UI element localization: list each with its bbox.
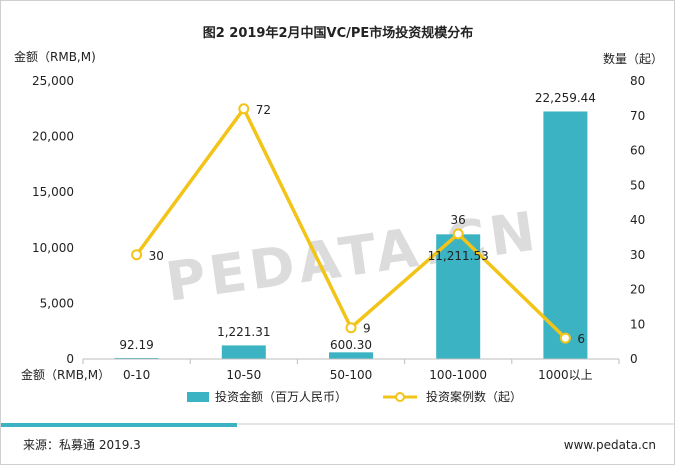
y-left-tick-label: 25,000 [32, 74, 74, 88]
bar [114, 357, 159, 359]
legend-line-label: 投资案例数（起） [426, 389, 522, 404]
line-data-label: 36 [451, 213, 466, 227]
y-left-axis-label: 金额（RMB,M) [14, 49, 96, 64]
y-right-tick-label: 10 [630, 317, 645, 331]
y-right-axis-label: 数量（起） [603, 51, 663, 66]
bar-series [114, 111, 588, 359]
y-right-tick-label: 40 [630, 213, 645, 227]
line-series [131, 103, 571, 344]
bar-data-label: 92.19 [119, 338, 153, 352]
y-right-tick-label: 70 [630, 109, 645, 123]
y-left-tick-label: 15,000 [32, 185, 74, 199]
bar-data-label: 1,221.31 [217, 325, 270, 339]
y-right-ticks: 0 10 20 30 40 50 60 70 80 [630, 74, 645, 366]
bar [543, 111, 588, 359]
line-point [559, 332, 571, 344]
bar-data-label: 11,211.53 [428, 249, 489, 263]
footer-accent-bar [1, 423, 237, 427]
y-left-tick-label: 0 [66, 352, 74, 366]
y-left-tick-label: 5,000 [40, 296, 74, 310]
line-data-label: 9 [363, 322, 371, 336]
y-left-ticks: 0 5,000 10,000 15,000 20,000 25,000 [32, 74, 74, 366]
line-point [345, 322, 357, 334]
bar-data-label: 22,259.44 [535, 91, 596, 105]
legend: 投资金额（百万人民币） 投资案例数（起） [187, 389, 522, 404]
y-right-tick-label: 30 [630, 248, 645, 262]
line-data-labels: 30 72 9 36 6 [149, 103, 585, 346]
y-left-tick-label: 20,000 [32, 130, 74, 144]
legend-bar-swatch [187, 392, 209, 402]
bar [329, 352, 373, 359]
y-right-tick-label: 50 [630, 178, 645, 192]
y-right-tick-label: 80 [630, 74, 645, 88]
legend-bar-label: 投资金额（百万人民币） [215, 389, 347, 404]
x-category-label: 100-1000 [429, 368, 487, 382]
x-category-labels: 0-10 10-50 50-100 100-1000 1000以上 [82, 359, 620, 382]
x-axis-label: 金额（RMB,M） [21, 367, 110, 382]
line-point [452, 228, 464, 240]
y-right-tick-label: 60 [630, 144, 645, 158]
y-left-tick-label: 10,000 [32, 241, 74, 255]
line-data-label: 30 [149, 249, 164, 263]
legend-line-marker [395, 392, 405, 402]
y-right-tick-label: 20 [630, 283, 645, 297]
line-point [131, 249, 143, 261]
footer-website: www.pedata.cn [564, 438, 656, 452]
bar [221, 345, 266, 359]
line-point [238, 103, 250, 115]
line-data-label: 6 [577, 332, 585, 346]
x-category-label: 0-10 [123, 368, 150, 382]
chart-title: 图2 2019年2月中国VC/PE市场投资规模分布 [203, 25, 474, 41]
bar-data-labels: 92.19 1,221.31 600.30 11,211.53 22,259.44 [119, 91, 596, 352]
bar [436, 234, 481, 359]
x-category-label: 1000以上 [538, 368, 593, 382]
x-category-label: 10-50 [226, 368, 261, 382]
line-data-label: 72 [256, 103, 271, 117]
bar-data-label: 600.30 [330, 338, 372, 352]
footer-source: 来源：私募通 2019.3 [23, 438, 141, 452]
x-category-label: 50-100 [330, 368, 373, 382]
y-right-tick-label: 0 [630, 352, 638, 366]
